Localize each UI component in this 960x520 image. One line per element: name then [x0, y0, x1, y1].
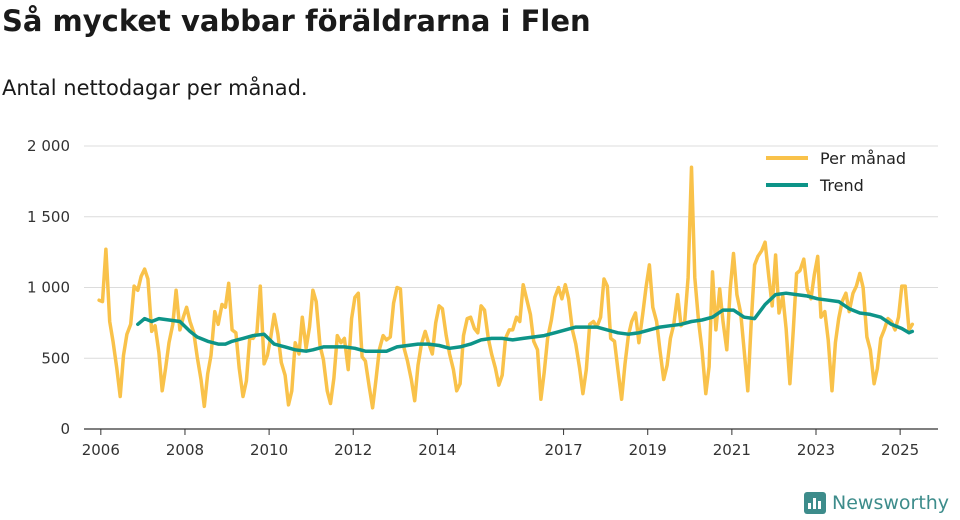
- legend: Per månad Trend: [766, 149, 906, 195]
- y-tick-label: 0: [60, 420, 70, 438]
- bar-chart-logo-icon: [804, 492, 826, 514]
- y-tick-label: 1 000: [27, 279, 70, 297]
- x-tick-label: 2010: [250, 441, 288, 459]
- y-tick-label: 500: [41, 349, 70, 367]
- x-tick-label: 2012: [334, 441, 372, 459]
- legend-label: Per månad: [820, 149, 906, 168]
- x-tick-label: 2008: [166, 441, 204, 459]
- x-tick-label: 2021: [713, 441, 751, 459]
- chart-subtitle: Antal nettodagar per månad.: [2, 76, 308, 100]
- legend-label: Trend: [819, 176, 864, 195]
- series-lines: [97, 165, 915, 410]
- x-tick-label: 2014: [418, 441, 456, 459]
- x-tick-label: 2025: [881, 441, 919, 459]
- x-tick-label: 2017: [544, 441, 582, 459]
- grid-lines: [84, 145, 938, 430]
- x-axis-ticks: 2006 2008 2010 2012 2014 2017 2019 2021 2023 2025: [82, 429, 919, 459]
- x-tick-label: 2019: [629, 441, 667, 459]
- y-tick-label: 2 000: [27, 137, 70, 155]
- chart-title: Så mycket vabbar föräldrarna i Flen: [2, 4, 591, 38]
- x-tick-label: 2023: [797, 441, 835, 459]
- y-axis-ticks: 0 500 1 000 1 500 2 000: [27, 137, 70, 438]
- x-tick-label: 2006: [82, 441, 120, 459]
- brand-name: Newsworthy: [832, 492, 950, 514]
- y-tick-label: 1 500: [27, 208, 70, 226]
- newsworthy-logo: Newsworthy: [804, 488, 949, 518]
- series-line-trend: [136, 291, 915, 353]
